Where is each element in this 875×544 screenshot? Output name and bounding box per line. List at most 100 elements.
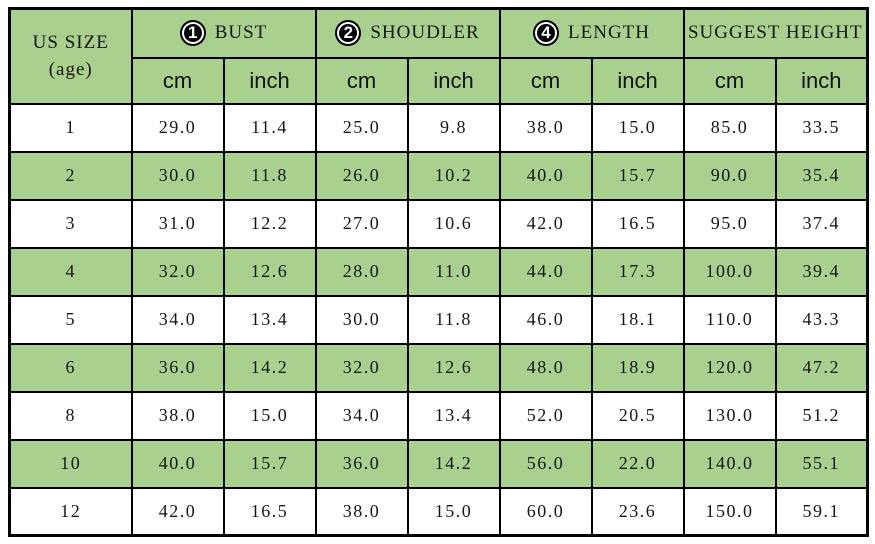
- cell-us-size: 8: [8, 390, 133, 441]
- unit-header-length-cm: cm: [498, 56, 593, 105]
- group-label-bust: BUST: [214, 22, 268, 44]
- cell-shoudler-cm: 32.0: [314, 342, 409, 393]
- cell-shoudler-cm: 30.0: [314, 294, 409, 345]
- corner-header-us-size: US SIZE (age): [8, 7, 133, 105]
- unit-header-bust-cm: cm: [130, 56, 225, 105]
- cell-length-cm: 52.0: [498, 390, 593, 441]
- group-header-suggest-height: SUGGEST HEIGHT: [682, 7, 869, 59]
- unit-header-height-inch: inch: [774, 56, 869, 105]
- unit-header-shoudler-cm: cm: [314, 56, 409, 105]
- unit-header-shoudler-inch: inch: [406, 56, 501, 105]
- cell-length-cm: 46.0: [498, 294, 593, 345]
- cell-bust-cm: 34.0: [130, 294, 225, 345]
- cell-height-inch: 51.2: [774, 390, 869, 441]
- cell-bust-cm: 29.0: [130, 102, 225, 153]
- cell-bust-inch: 12.2: [222, 198, 317, 249]
- cell-height-inch: 55.1: [774, 438, 869, 489]
- cell-length-inch: 16.5: [590, 198, 685, 249]
- cell-shoudler-inch: 11.8: [406, 294, 501, 345]
- cell-length-inch: 17.3: [590, 246, 685, 297]
- cell-shoudler-inch: 11.0: [406, 246, 501, 297]
- cell-height-inch: 35.4: [774, 150, 869, 201]
- cell-shoudler-cm: 28.0: [314, 246, 409, 297]
- cell-height-cm: 120.0: [682, 342, 777, 393]
- cell-us-size: 1: [8, 102, 133, 153]
- size-chart-container: US SIZE (age) 1 BUST 2 SHOUDLER 4 LENGTH: [8, 7, 870, 537]
- cell-length-inch: 22.0: [590, 438, 685, 489]
- group-header-shoudler: 2 SHOUDLER: [314, 7, 501, 59]
- cell-bust-inch: 15.7: [222, 438, 317, 489]
- cell-shoudler-inch: 9.8: [406, 102, 501, 153]
- cell-length-inch: 15.7: [590, 150, 685, 201]
- cell-length-cm: 40.0: [498, 150, 593, 201]
- cell-height-cm: 90.0: [682, 150, 777, 201]
- cell-shoudler-inch: 10.6: [406, 198, 501, 249]
- table-row-size-10: 10 40.0 15.7 36.0 14.2 56.0 22.0 140.0 5…: [8, 438, 869, 489]
- cell-length-cm: 60.0: [498, 486, 593, 537]
- unit-header-length-inch: inch: [590, 56, 685, 105]
- cell-length-inch: 20.5: [590, 390, 685, 441]
- cell-length-inch: 18.1: [590, 294, 685, 345]
- cell-height-inch: 47.2: [774, 342, 869, 393]
- cell-height-inch: 59.1: [774, 486, 869, 537]
- cell-shoudler-inch: 15.0: [406, 486, 501, 537]
- cell-bust-inch: 11.8: [222, 150, 317, 201]
- table-row-size-5: 5 34.0 13.4 30.0 11.8 46.0 18.1 110.0 43…: [8, 294, 869, 345]
- cell-us-size: 3: [8, 198, 133, 249]
- cell-bust-inch: 13.4: [222, 294, 317, 345]
- cell-length-cm: 48.0: [498, 342, 593, 393]
- cell-us-size: 6: [8, 342, 133, 393]
- cell-bust-inch: 12.6: [222, 246, 317, 297]
- cell-shoudler-cm: 38.0: [314, 486, 409, 537]
- cell-shoudler-cm: 27.0: [314, 198, 409, 249]
- cell-bust-inch: 14.2: [222, 342, 317, 393]
- cell-us-size: 12: [8, 486, 133, 537]
- group-label-length: LENGTH: [568, 22, 651, 44]
- cell-shoudler-cm: 34.0: [314, 390, 409, 441]
- table-row-size-2: 2 30.0 11.8 26.0 10.2 40.0 15.7 90.0 35.…: [8, 150, 869, 201]
- size-chart-table: US SIZE (age) 1 BUST 2 SHOUDLER 4 LENGTH: [8, 7, 870, 537]
- cell-height-cm: 85.0: [682, 102, 777, 153]
- group-label-shoudler: SHOUDLER: [370, 22, 480, 44]
- cell-us-size: 2: [8, 150, 133, 201]
- cell-shoudler-cm: 25.0: [314, 102, 409, 153]
- cell-length-cm: 42.0: [498, 198, 593, 249]
- cell-us-size: 5: [8, 294, 133, 345]
- cell-bust-cm: 42.0: [130, 486, 225, 537]
- group-header-row: US SIZE (age) 1 BUST 2 SHOUDLER 4 LENGTH: [8, 7, 869, 105]
- cell-bust-cm: 40.0: [130, 438, 225, 489]
- cell-height-inch: 37.4: [774, 198, 869, 249]
- cell-length-inch: 18.9: [590, 342, 685, 393]
- cell-bust-inch: 16.5: [222, 486, 317, 537]
- table-row-size-6: 6 36.0 14.2 32.0 12.6 48.0 18.9 120.0 47…: [8, 342, 869, 393]
- cell-height-inch: 39.4: [774, 246, 869, 297]
- cell-height-cm: 130.0: [682, 390, 777, 441]
- circled-2-badge-icon: 2: [335, 20, 362, 47]
- group-header-length: 4 LENGTH: [498, 7, 685, 59]
- table-row-size-8: 8 38.0 15.0 34.0 13.4 52.0 20.5 130.0 51…: [8, 390, 869, 441]
- table-row-size-3: 3 31.0 12.2 27.0 10.6 42.0 16.5 95.0 37.…: [8, 198, 869, 249]
- cell-height-cm: 95.0: [682, 198, 777, 249]
- cell-bust-inch: 15.0: [222, 390, 317, 441]
- cell-height-inch: 33.5: [774, 102, 869, 153]
- cell-bust-cm: 36.0: [130, 342, 225, 393]
- group-label-suggest-height: SUGGEST HEIGHT: [687, 22, 863, 44]
- cell-shoudler-inch: 10.2: [406, 150, 501, 201]
- table-row-size-12: 12 42.0 16.5 38.0 15.0 60.0 23.6 150.0 5…: [8, 486, 869, 537]
- unit-header-row: cm inch cm inch cm inch cm inch: [10, 56, 869, 105]
- group-header-bust: 1 BUST: [130, 7, 317, 59]
- unit-header-height-cm: cm: [682, 56, 777, 105]
- cell-us-size: 10: [8, 438, 133, 489]
- cell-bust-cm: 30.0: [130, 150, 225, 201]
- cell-length-cm: 56.0: [498, 438, 593, 489]
- cell-shoudler-inch: 13.4: [406, 390, 501, 441]
- circled-4-badge-icon: 4: [533, 20, 560, 47]
- age-label: (age): [48, 59, 93, 81]
- cell-shoudler-cm: 36.0: [314, 438, 409, 489]
- cell-length-inch: 23.6: [590, 486, 685, 537]
- cell-height-cm: 140.0: [682, 438, 777, 489]
- cell-shoudler-inch: 12.6: [406, 342, 501, 393]
- unit-header-bust-inch: inch: [222, 56, 317, 105]
- cell-bust-inch: 11.4: [222, 102, 317, 153]
- table-row-size-1: 1 29.0 11.4 25.0 9.8 38.0 15.0 85.0 33.5: [8, 102, 869, 153]
